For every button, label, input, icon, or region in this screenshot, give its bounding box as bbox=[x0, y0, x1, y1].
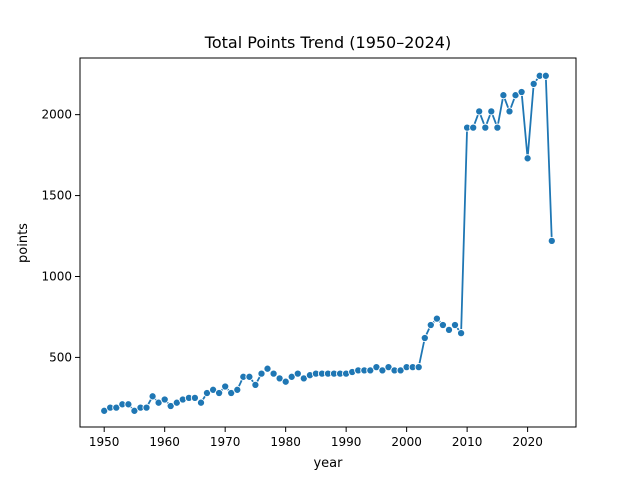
x-tick-label: 1960 bbox=[149, 435, 180, 449]
x-axis-label: year bbox=[313, 456, 343, 471]
data-point bbox=[124, 400, 133, 409]
data-point bbox=[499, 91, 508, 100]
data-point bbox=[414, 363, 423, 372]
y-tick-label: 1000 bbox=[41, 269, 72, 283]
data-point bbox=[196, 398, 206, 407]
x-tick-label: 1950 bbox=[89, 435, 120, 449]
data-point bbox=[511, 91, 520, 100]
data-point bbox=[202, 388, 212, 398]
data-point bbox=[227, 388, 236, 398]
data-point bbox=[160, 395, 169, 404]
data-point bbox=[166, 401, 175, 411]
x-tick-label: 2000 bbox=[391, 435, 422, 449]
data-point bbox=[505, 107, 514, 116]
data-point bbox=[450, 320, 460, 330]
data-point bbox=[130, 406, 139, 415]
data-point bbox=[142, 403, 151, 412]
y-axis-label: points bbox=[16, 223, 31, 263]
marker-layer bbox=[100, 71, 556, 415]
data-point bbox=[444, 325, 454, 334]
data-point bbox=[378, 366, 387, 375]
data-point bbox=[481, 123, 490, 132]
data-point bbox=[541, 71, 550, 80]
data-point bbox=[493, 123, 502, 132]
data-point bbox=[275, 374, 284, 383]
data-point bbox=[148, 392, 157, 401]
data-point bbox=[112, 403, 121, 412]
data-point bbox=[384, 363, 393, 372]
data-point bbox=[426, 320, 435, 330]
y-tick-label: 1500 bbox=[41, 189, 72, 203]
data-point bbox=[457, 329, 466, 338]
data-point bbox=[372, 363, 381, 372]
data-point bbox=[396, 366, 405, 375]
y-tick-label: 2000 bbox=[41, 108, 72, 122]
data-point bbox=[281, 377, 290, 386]
data-point bbox=[487, 107, 496, 116]
data-point bbox=[469, 123, 478, 132]
data-point bbox=[438, 320, 447, 330]
data-point bbox=[221, 382, 230, 391]
x-tick-label: 2010 bbox=[452, 435, 483, 449]
data-point bbox=[245, 372, 254, 381]
data-point bbox=[269, 369, 278, 378]
data-point bbox=[432, 314, 441, 323]
data-point bbox=[215, 388, 224, 398]
x-tick-label: 1990 bbox=[331, 435, 362, 449]
data-point bbox=[263, 364, 272, 373]
data-point bbox=[233, 385, 242, 394]
x-tick-label: 2020 bbox=[512, 435, 543, 449]
data-point bbox=[257, 369, 266, 378]
data-point bbox=[366, 366, 375, 375]
y-axis: 500 1000 1500 2000 bbox=[41, 108, 80, 364]
x-tick-label: 1980 bbox=[270, 435, 301, 449]
chart-title: Total Points Trend (1950–2024) bbox=[204, 33, 451, 52]
data-point bbox=[293, 369, 302, 378]
y-tick-label: 500 bbox=[49, 350, 72, 364]
plot-frame bbox=[79, 57, 577, 428]
data-point bbox=[547, 236, 556, 245]
data-point bbox=[523, 154, 532, 163]
data-point bbox=[475, 107, 484, 116]
data-point bbox=[287, 372, 296, 381]
data-point bbox=[299, 374, 308, 383]
data-point bbox=[251, 380, 260, 389]
data-point bbox=[529, 79, 538, 88]
data-point bbox=[190, 393, 199, 402]
data-point bbox=[517, 87, 526, 97]
data-point bbox=[154, 398, 163, 407]
plot-area bbox=[100, 71, 556, 415]
x-tick-label: 1970 bbox=[210, 435, 241, 449]
x-axis: 1950 1960 1970 1980 1990 2000 2010 2020 bbox=[89, 427, 543, 449]
data-point bbox=[420, 333, 429, 343]
